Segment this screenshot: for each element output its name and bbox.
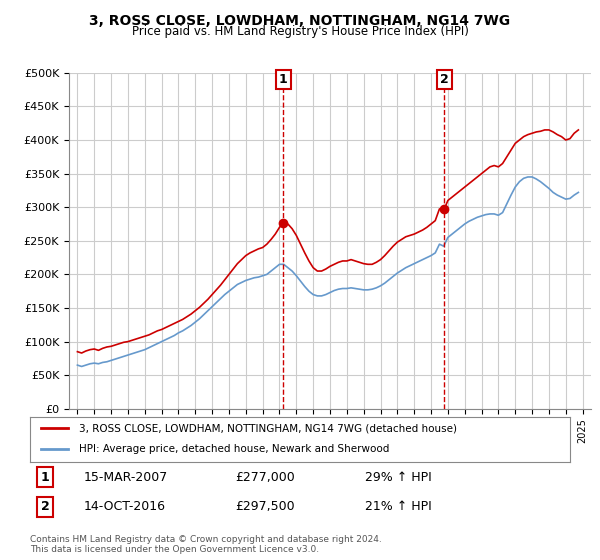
Text: £277,000: £277,000 xyxy=(235,470,295,484)
Text: 2: 2 xyxy=(41,500,50,514)
Text: 1: 1 xyxy=(278,73,287,86)
Text: 3, ROSS CLOSE, LOWDHAM, NOTTINGHAM, NG14 7WG: 3, ROSS CLOSE, LOWDHAM, NOTTINGHAM, NG14… xyxy=(89,14,511,28)
Text: Price paid vs. HM Land Registry's House Price Index (HPI): Price paid vs. HM Land Registry's House … xyxy=(131,25,469,38)
Text: 1: 1 xyxy=(41,470,50,484)
Text: 3, ROSS CLOSE, LOWDHAM, NOTTINGHAM, NG14 7WG (detached house): 3, ROSS CLOSE, LOWDHAM, NOTTINGHAM, NG14… xyxy=(79,423,457,433)
Text: £297,500: £297,500 xyxy=(235,500,295,514)
Text: Contains HM Land Registry data © Crown copyright and database right 2024.
This d: Contains HM Land Registry data © Crown c… xyxy=(30,535,382,554)
Text: 2: 2 xyxy=(440,73,449,86)
Text: 14-OCT-2016: 14-OCT-2016 xyxy=(84,500,166,514)
Text: 29% ↑ HPI: 29% ↑ HPI xyxy=(365,470,431,484)
Text: HPI: Average price, detached house, Newark and Sherwood: HPI: Average price, detached house, Newa… xyxy=(79,445,389,455)
Text: 21% ↑ HPI: 21% ↑ HPI xyxy=(365,500,431,514)
Text: 15-MAR-2007: 15-MAR-2007 xyxy=(84,470,168,484)
